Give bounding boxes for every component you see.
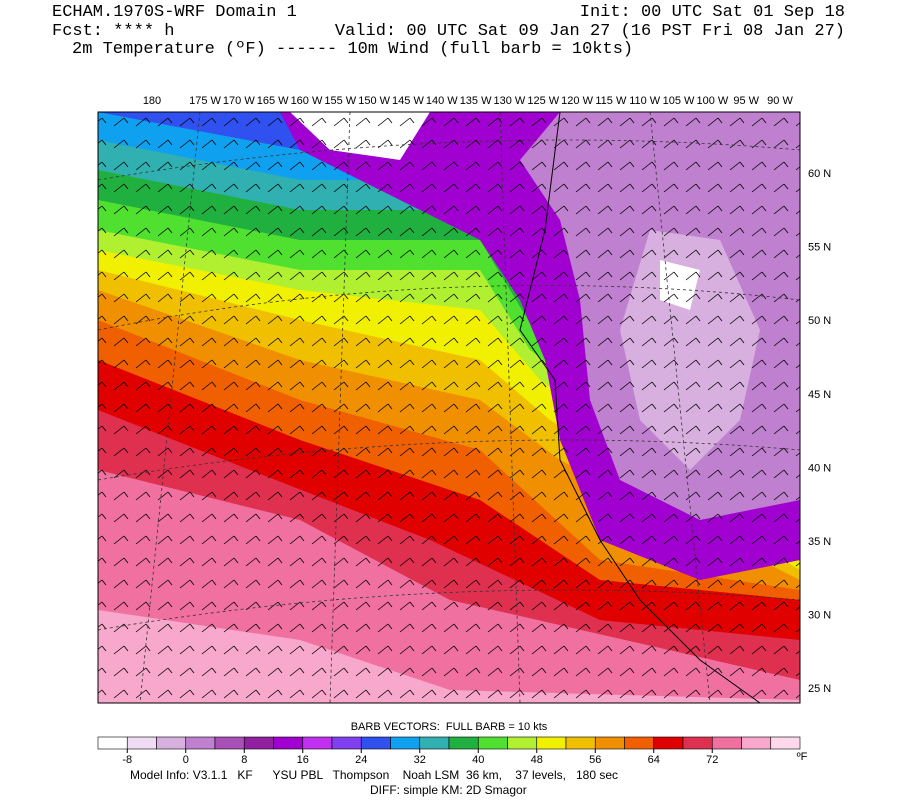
header-valid: Valid: 00 UTC Sat 09 Jan 27 (16 PST Fri … (335, 22, 845, 41)
colorbar-tick-label: -8 (122, 754, 132, 766)
longitude-label: 95 W (733, 95, 759, 107)
longitude-label: 90 W (767, 95, 793, 107)
longitude-label: 170 W (223, 95, 255, 107)
longitude-label: 165 W (257, 95, 289, 107)
latitude-label: 40 N (808, 462, 831, 474)
longitude-label: 110 W (629, 95, 661, 107)
colorbar-swatch (331, 736, 362, 750)
colorbar-swatch (682, 736, 713, 750)
header-title: ECHAM.1970S-WRF Domain 1 (52, 3, 297, 22)
longitude-label: 115 W (595, 95, 627, 107)
longitude-label: 135 W (460, 95, 492, 107)
colorbar-swatch (770, 736, 801, 750)
colorbar-tick-label: 64 (648, 754, 660, 766)
longitude-label: 150 W (358, 95, 390, 107)
colorbar-swatch (448, 736, 479, 750)
colorbar-swatch (536, 736, 567, 750)
longitude-label: 160 W (291, 95, 323, 107)
latitude-label: 60 N (808, 168, 831, 180)
longitude-label: 155 W (324, 95, 356, 107)
colorbar-swatch (156, 736, 187, 750)
colorbar-swatch (390, 736, 421, 750)
colorbar-swatch (594, 736, 625, 750)
colorbar-swatch (214, 736, 245, 750)
longitude-label: 175 W (189, 95, 221, 107)
colorbar-tick-label: 16 (297, 754, 309, 766)
colorbar-swatch (711, 736, 742, 750)
footer-diff: DIFF: simple KM: 2D Smagor (370, 783, 527, 797)
colorbar-tick-label: 40 (472, 754, 484, 766)
colorbar-tick-label: 32 (414, 754, 426, 766)
colorbar-swatch (653, 736, 684, 750)
header-forecast: Fcst: **** h (52, 22, 174, 41)
colorbar-tick-label: 0 (183, 754, 189, 766)
longitude-label: 180 (143, 95, 161, 107)
colorbar-swatch (741, 736, 772, 750)
colorbar-swatch (565, 736, 596, 750)
longitude-label: 105 W (663, 95, 695, 107)
longitude-label: 130 W (494, 95, 526, 107)
latitude-label: 35 N (808, 536, 831, 548)
latitude-label: 50 N (808, 315, 831, 327)
map-frame (97, 111, 801, 704)
colorbar-swatch (243, 736, 274, 750)
longitude-label: 125 W (527, 95, 559, 107)
temperature-field (98, 112, 800, 703)
colorbar-swatch (273, 736, 304, 750)
colorbar-swatch (507, 736, 538, 750)
colorbar-tick-label: 48 (531, 754, 543, 766)
header-init: Init: 00 UTC Sat 01 Sep 18 (580, 3, 845, 22)
longitude-label: 120 W (561, 95, 593, 107)
colorbar-swatch (477, 736, 508, 750)
colorbar-tick-label: 24 (355, 754, 367, 766)
latitude-label: 45 N (808, 389, 831, 401)
latitude-label: 55 N (808, 242, 831, 254)
colorbar-unit: ºF (797, 751, 808, 763)
footer-model-info: Model Info: V3.1.1 KF YSU PBL Thompson N… (130, 768, 618, 782)
colorbar-swatch (126, 736, 157, 750)
colorbar-swatch (360, 736, 391, 750)
colorbar-tick-label: 8 (241, 754, 247, 766)
latitude-label: 30 N (808, 610, 831, 622)
colorbar-swatch (185, 736, 216, 750)
header-fields: 2m Temperature (ºF) ------ 10m Wind (ful… (72, 40, 633, 59)
colorbar-tick-label: 72 (706, 754, 718, 766)
longitude-label: 100 W (696, 95, 728, 107)
longitude-label: 145 W (392, 95, 424, 107)
colorbar-swatch (302, 736, 333, 750)
longitude-label: 140 W (426, 95, 458, 107)
latitude-label: 25 N (808, 683, 831, 695)
colorbar-swatch (97, 736, 128, 750)
colorbar-title: BARB VECTORS: FULL BARB = 10 kts (351, 721, 548, 733)
colorbar-swatch (419, 736, 450, 750)
colorbar-swatch (624, 736, 655, 750)
colorbar-tick-label: 56 (589, 754, 601, 766)
